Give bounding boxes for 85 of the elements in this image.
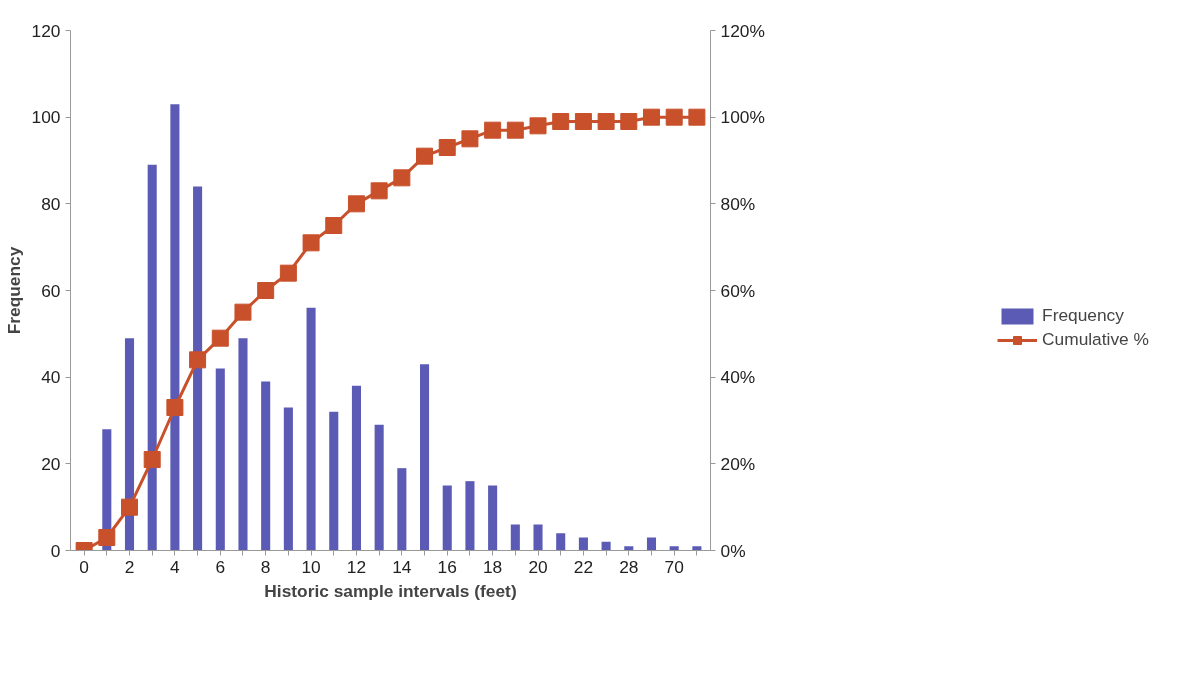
point [529,117,547,135]
y2-tick-label: 120% [720,20,765,41]
point [642,108,660,126]
bar [578,537,588,551]
y2-tick-label: 0% [720,540,746,561]
y-tick-label: 0 [50,540,61,561]
x-tick-label: 14 [392,556,412,577]
y2-tick-label: 60% [720,280,756,301]
y-tick-label: 40 [41,367,61,388]
bar [420,364,430,551]
point [597,113,615,130]
x-tick-label: 6 [215,556,226,577]
point [370,182,388,200]
x-tick-label: 20 [528,556,548,577]
point [302,234,320,252]
point [121,498,139,516]
point [665,108,683,126]
bar [556,533,566,551]
point [143,451,161,468]
bar [238,338,248,551]
point [416,147,434,165]
x-axis-title: Historic sample intervals (feet) [264,580,517,601]
bar [170,104,180,551]
point [393,169,411,187]
point [166,399,184,416]
y-tick-label: 120 [31,20,61,41]
bar [669,546,679,551]
bar [215,368,225,551]
point [189,351,207,369]
point [574,113,592,130]
point [438,139,456,156]
point [234,303,252,321]
x-tick-label: 2 [124,556,135,577]
y2-tick-label: 80% [720,193,756,214]
bar [147,164,157,551]
y2-tick-label: 100% [720,107,765,128]
x-tick-label: 10 [301,556,321,577]
bar [465,481,475,551]
bar [374,424,384,551]
point [325,217,343,234]
x-tick-label: 8 [260,556,271,577]
x-tick-label: 70 [664,556,684,577]
bar [442,485,452,551]
y2-tick-label: 20% [720,453,756,474]
point [279,264,297,282]
point [461,130,479,148]
y-tick-label: 100 [31,107,61,128]
legend-label: Frequency [1042,305,1124,326]
bar [533,524,543,551]
bar [601,541,611,551]
x-tick-label: 16 [437,556,457,577]
bar [124,338,135,551]
point [257,282,275,299]
y-tick-label: 60 [41,280,61,301]
point [98,529,116,546]
y-tick-label: 80 [41,193,61,214]
bar [692,546,702,551]
point [211,329,229,347]
x-tick-label: 18 [482,556,503,577]
x-tick-label: 12 [346,556,367,577]
x-tick-label: 0 [79,556,89,577]
y-tick-label: 20 [41,453,61,474]
bar [329,411,339,551]
bar [306,307,316,551]
bar [261,381,271,551]
x-tick-label: 22 [573,556,594,577]
point [688,108,706,126]
point [347,195,365,213]
point [552,113,570,130]
y2-tick-label: 40% [720,367,756,388]
bar [488,485,498,551]
bar [283,407,293,551]
bar [397,468,407,551]
bar [510,524,520,551]
bar [624,546,634,551]
bar [193,186,203,551]
point [484,121,502,139]
bar [351,385,361,551]
point [620,113,638,130]
x-tick-label: 28 [619,556,639,577]
x-tick-label: 4 [170,556,181,577]
legend-label: Cumulative % [1042,329,1149,350]
point [506,121,524,139]
bar [646,537,657,551]
y-axis-title: Frequency [3,246,24,335]
